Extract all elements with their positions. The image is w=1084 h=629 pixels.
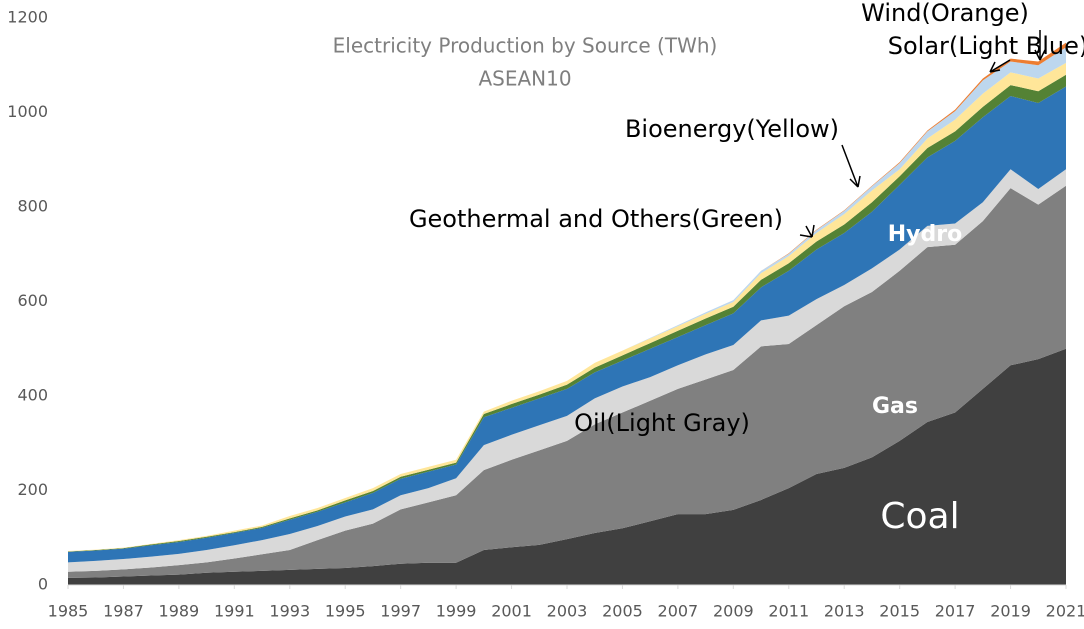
area (68, 348, 1066, 585)
x-tick-label: 1993 (269, 602, 310, 621)
x-tick-label: 1989 (159, 602, 200, 621)
x-tick-label: 2015 (879, 602, 920, 621)
x-tick-label: 2003 (547, 602, 588, 621)
area (68, 86, 1066, 563)
series-label: Gas (872, 394, 918, 419)
y-tick-label: 800 (17, 197, 48, 216)
arrow (841, 144, 861, 188)
series-label: Hydro (888, 222, 962, 247)
x-tick-label: 2019 (990, 602, 1031, 621)
x-tick-label: 1987 (103, 602, 144, 621)
y-tick-label: 200 (17, 480, 48, 499)
series-label: Oil(Light Gray) (574, 409, 750, 437)
x-tick-label: 2005 (602, 602, 643, 621)
x-tick-label: 2011 (768, 602, 809, 621)
area (68, 62, 1066, 552)
x-tick-label: 1997 (380, 602, 421, 621)
y-tick-label: 400 (17, 386, 48, 405)
x-tick-label: 2001 (491, 602, 532, 621)
series-label: Wind(Orange) (861, 0, 1029, 27)
series-label: Geothermal and Others(Green) (409, 205, 783, 233)
y-tick-label: 600 (17, 291, 48, 310)
y-tick-label: 0 (38, 575, 48, 594)
labels: Electricity Production by Source (TWh) A… (333, 0, 1084, 537)
x-tick-label: 2007 (658, 602, 699, 621)
series-label: Solar(Light Blue) (888, 32, 1084, 60)
area (68, 185, 1066, 578)
series-label: Coal (880, 496, 959, 537)
x-tick-label: 1991 (214, 602, 255, 621)
x-tick-label: 2021 (1046, 602, 1084, 621)
series-label: Bioenergy(Yellow) (625, 115, 839, 143)
area (68, 74, 1066, 552)
y-tick-label: 1000 (7, 102, 48, 121)
arrow (989, 59, 1011, 73)
arrow (1034, 30, 1046, 61)
areas (68, 42, 1066, 585)
arrows (799, 30, 1046, 238)
x-tick-label: 1999 (436, 602, 477, 621)
y-tick-label: 1200 (7, 8, 48, 27)
x-tick-label: 2017 (935, 602, 976, 621)
arrow (799, 224, 815, 238)
x-tick-label: 2013 (824, 602, 865, 621)
x-tick-label: 1995 (325, 602, 366, 621)
x-tick-label: 2009 (713, 602, 754, 621)
x-tick-label: 1985 (48, 602, 89, 621)
subtitle: ASEAN10 (478, 67, 571, 91)
subtitle: Electricity Production by Source (TWh) (333, 34, 718, 58)
